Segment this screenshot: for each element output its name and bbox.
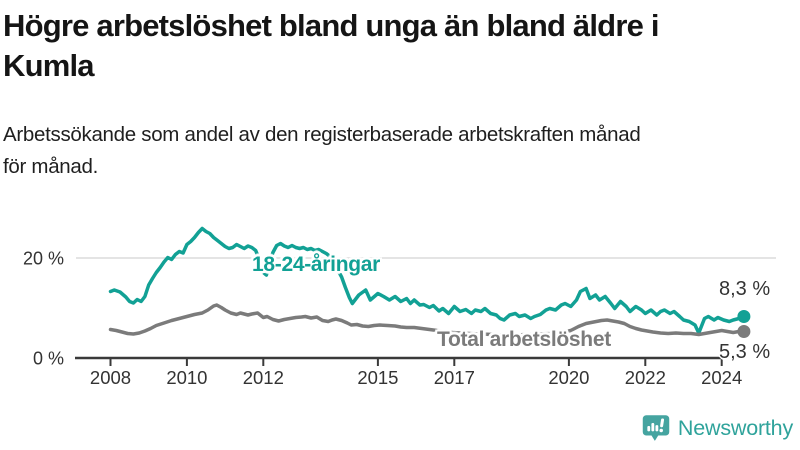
page-subtitle: Arbetssökande som andel av den registerb… — [3, 119, 797, 183]
end-value-label-18-24: 8,3 % — [719, 278, 771, 300]
logo-bar-2 — [651, 422, 655, 431]
newsworthy-logo-icon — [642, 414, 670, 441]
page-subtitle-line-2: för månad. — [3, 155, 98, 178]
x-axis-tick-label-2008: 2008 — [90, 367, 131, 388]
y-axis-label-20: 20 % — [23, 249, 64, 269]
x-axis-tick-label-2015: 2015 — [357, 367, 398, 388]
x-axis-tick-label-2020: 2020 — [548, 367, 589, 388]
logo-exclamation — [659, 417, 664, 432]
x-axis-tick-label-2010: 2010 — [166, 367, 207, 388]
end-value-label-total: 5,3 % — [719, 341, 771, 363]
logo-bar-1 — [647, 425, 651, 431]
x-axis-tick-label-2012: 2012 — [243, 367, 284, 388]
series-line-total — [108, 303, 746, 337]
series-line-young — [108, 226, 746, 335]
series-label-18-24: 18-24-åringar — [252, 253, 380, 276]
series-end-dot-total — [737, 325, 751, 338]
newsworthy-logo: Newsworthy — [641, 412, 793, 444]
x-axis-tick-label-2024: 2024 — [701, 367, 742, 388]
x-axis-tick-label-2017: 2017 — [434, 367, 475, 388]
page-title-line-2: Kumla — [3, 48, 95, 83]
page-subtitle-line-1: Arbetssökande som andel av den registerb… — [3, 123, 641, 146]
logo-bar-3 — [655, 424, 659, 431]
newsworthy-logo-text: Newsworthy — [677, 415, 793, 440]
page-title-line-1: Högre arbetslöshet bland unga än bland ä… — [3, 8, 659, 43]
series-end-dot-young — [737, 310, 751, 323]
series-label-total: Total arbetslöshet — [437, 328, 611, 351]
y-axis-label-0: 0 % — [33, 349, 64, 369]
page-title: Högre arbetslöshet bland unga än bland ä… — [3, 6, 797, 86]
x-axis-tick-label-2022: 2022 — [625, 367, 666, 388]
